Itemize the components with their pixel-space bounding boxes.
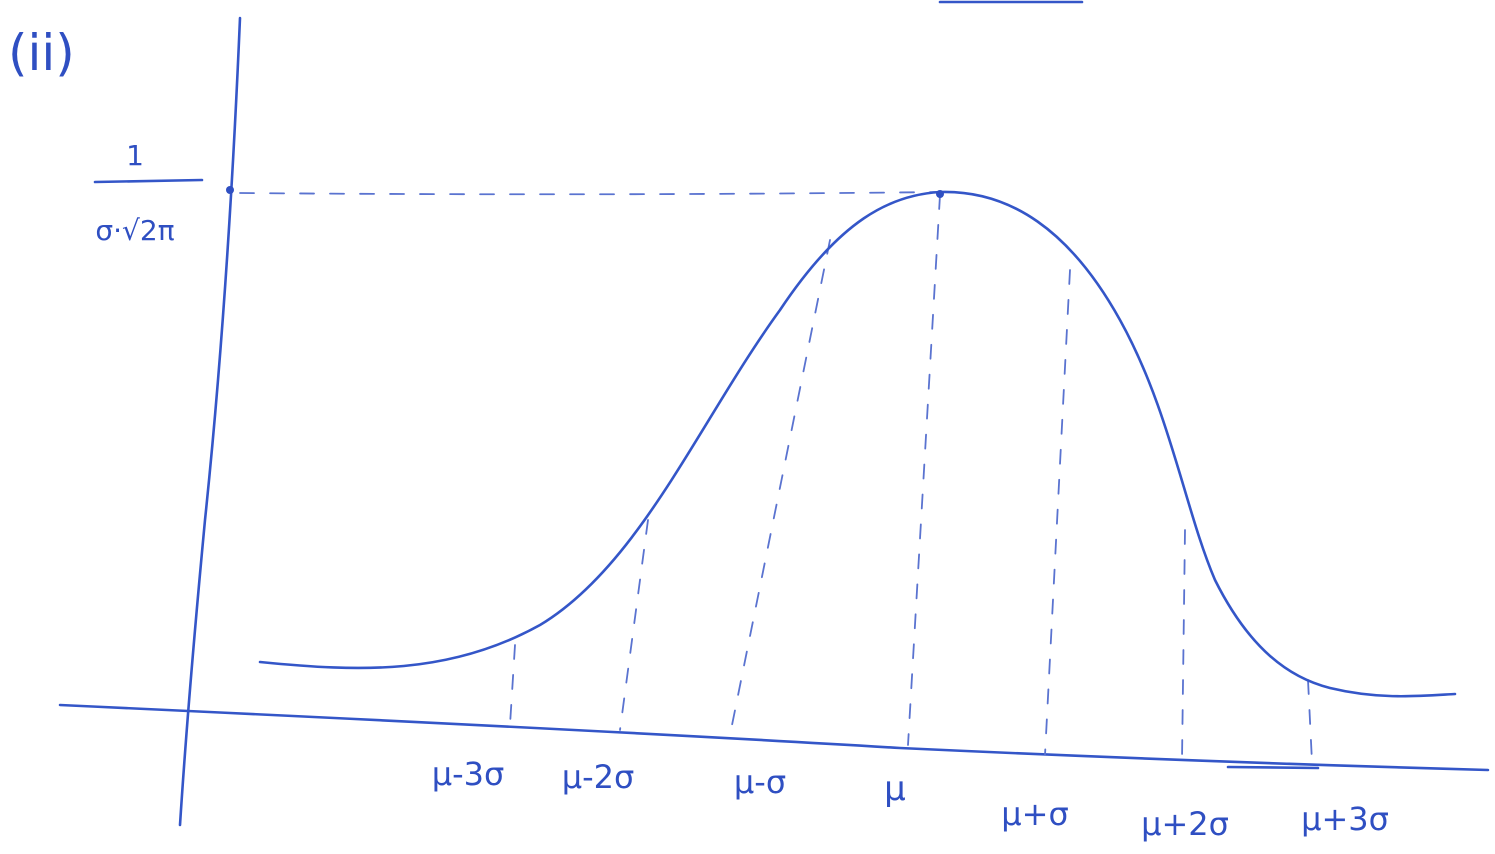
x-label: μ-σ <box>734 763 786 801</box>
axis-dot <box>226 186 234 194</box>
peak-dot <box>936 190 944 198</box>
x-label: μ+3σ <box>1301 800 1389 838</box>
axis-mark <box>1228 767 1318 768</box>
paper <box>0 0 1495 854</box>
x-label: μ <box>884 769 906 809</box>
part-label: (ii) <box>8 24 75 82</box>
x-label: μ-3σ <box>432 755 505 793</box>
page: (ii) 1 σ·√2π μ-3σ μ-2σ μ-σ μ μ+σ μ+2σ μ+… <box>0 0 1495 854</box>
numerator: 1 <box>126 139 144 172</box>
sketch: (ii) 1 σ·√2π μ-3σ μ-2σ μ-σ μ μ+σ μ+2σ μ+… <box>0 0 1495 854</box>
x-label: μ-2σ <box>562 758 635 796</box>
x-label: μ+σ <box>1001 795 1068 833</box>
denominator: σ·√2π <box>95 214 174 247</box>
x-label: μ+2σ <box>1141 805 1229 843</box>
